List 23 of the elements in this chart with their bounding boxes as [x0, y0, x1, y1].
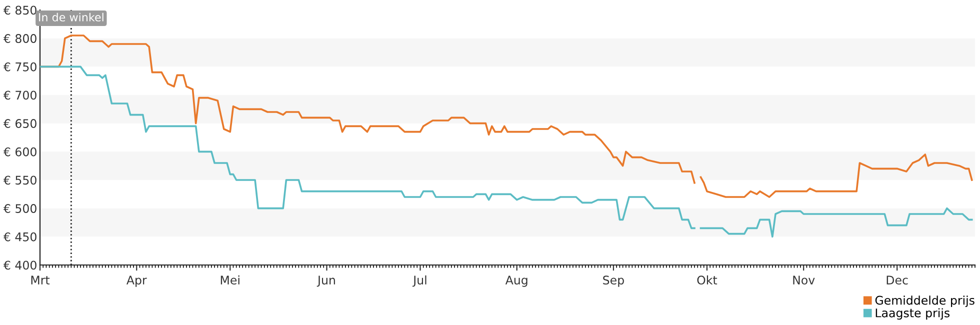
ref-line-label: In de winkel — [39, 12, 104, 22]
x-tick-label: Sep — [603, 276, 624, 287]
y-tick-label: € 600 — [3, 147, 36, 156]
x-tick-label: Mei — [220, 275, 240, 285]
y-tick-label: € 400 — [3, 260, 36, 270]
x-tick-label: Jul — [412, 275, 426, 287]
x-tick-label: Aug — [505, 276, 528, 287]
y-tick-label: € 650 — [3, 119, 36, 128]
y-tick-label: € 700 — [3, 90, 36, 100]
y-tick-label: € 850 — [3, 6, 36, 15]
x-tick-label: Jun — [316, 276, 335, 287]
y-tick-label: € 800 — [3, 34, 36, 43]
x-tick-label: Nov — [793, 276, 815, 285]
x-tick-label: Dec — [886, 276, 908, 285]
legend-label: Laagste prijs — [876, 308, 950, 320]
x-tick-label: Okt — [697, 275, 718, 285]
x-tick-label: Apr — [126, 276, 147, 287]
y-tick-label: € 450 — [3, 232, 36, 242]
legend-label: Gemiddelde prijs — [875, 296, 974, 308]
y-tick-label: € 550 — [3, 176, 36, 185]
y-tick-label: € 750 — [3, 62, 36, 72]
y-tick-label: € 500 — [3, 204, 36, 213]
x-tick-label: Mrt — [31, 276, 50, 284]
